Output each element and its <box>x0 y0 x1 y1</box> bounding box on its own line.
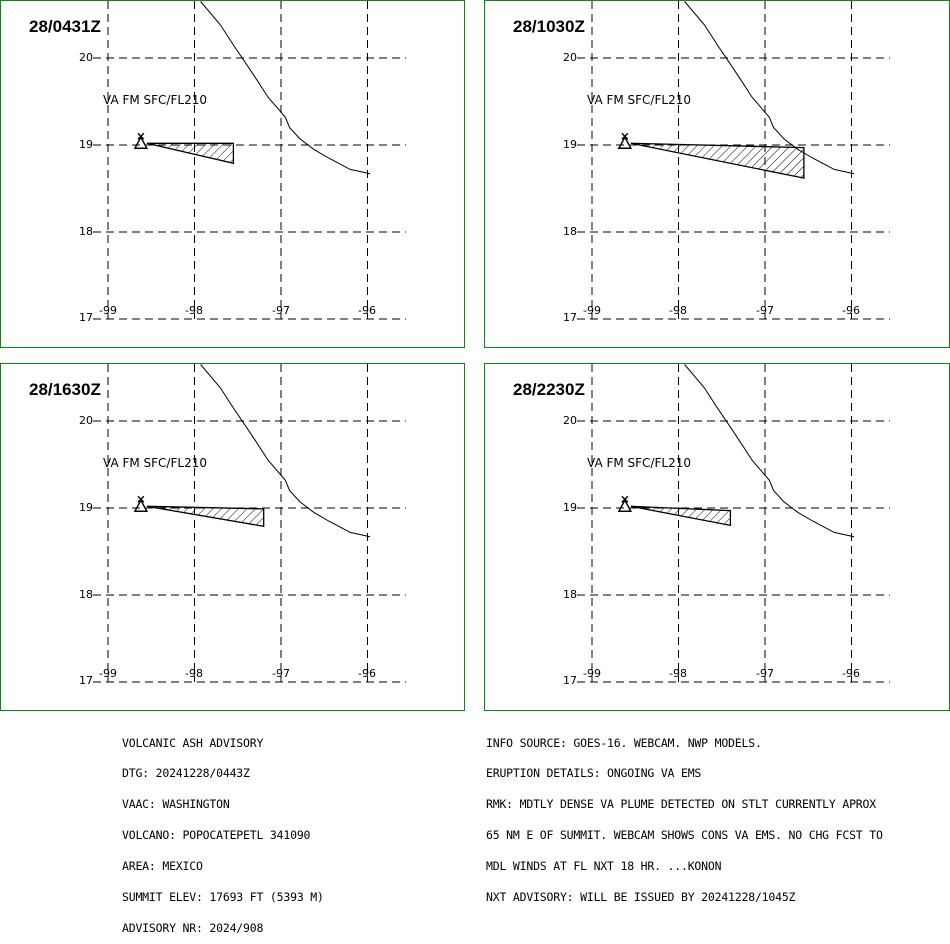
lon-tick-label: -99 <box>583 667 601 680</box>
lat-tick-label: 19 <box>79 501 93 514</box>
lon-tick-label: -97 <box>756 304 774 317</box>
ash-plume-area <box>146 505 265 528</box>
lon-tick-label: -99 <box>99 304 117 317</box>
lat-tick-label: 19 <box>79 138 93 151</box>
advisory-eruption-details: ERUPTION DETAILS: ONGOING VA EMS <box>486 766 702 781</box>
advisory-volcano: VOLCANO: POPOCATEPETL 341090 <box>122 828 311 843</box>
lon-tick-label: -98 <box>185 667 203 680</box>
map-canvas <box>577 364 890 683</box>
lon-tick-label: -99 <box>583 304 601 317</box>
lat-tick-label: 18 <box>79 225 93 238</box>
lat-tick-label: 17 <box>79 674 93 687</box>
lat-tick-label: 18 <box>563 225 577 238</box>
advisory-number: ADVISORY NR: 2024/908 <box>122 920 264 935</box>
advisory-info-source: INFO SOURCE: GOES-16. WEBCAM. NWP MODELS… <box>486 735 762 750</box>
map-panel-0428-0431z: 28/0431Z VA FM SFC/FL210 20 19 18 17 -99… <box>0 0 465 348</box>
lat-tick-label: 18 <box>563 588 577 601</box>
ash-plume-area <box>630 505 732 527</box>
panel-time-label: 28/2230Z <box>513 380 585 399</box>
lon-tick-label: -98 <box>669 304 687 317</box>
advisory-remarks-block: INFO SOURCE: GOES-16. WEBCAM. NWP MODELS… <box>486 717 883 913</box>
map-canvas <box>93 1 406 320</box>
lon-tick-label: -97 <box>756 667 774 680</box>
lat-tick-label: 17 <box>563 311 577 324</box>
panel-time-label: 28/1630Z <box>29 380 101 399</box>
map-panel-28-1030z: 28/1030Z VA FM SFC/FL210 20 19 18 17 -99… <box>484 0 950 348</box>
volcano-icon <box>617 498 633 512</box>
coastline <box>684 1 855 175</box>
lat-tick-label: 20 <box>79 414 93 427</box>
eruption-mark <box>621 132 629 140</box>
advisory-next-advisory: NXT ADVISORY: WILL BE ISSUED BY 20241228… <box>486 890 796 905</box>
ash-level-label: VA FM SFC/FL210 <box>587 456 691 470</box>
eruption-mark <box>621 495 629 503</box>
advisory-header-block: VOLCANIC ASH ADVISORY DTG: 20241228/0443… <box>122 717 324 944</box>
advisory-vaac: VAAC: WASHINGTON <box>122 797 230 812</box>
lon-tick-label: -99 <box>99 667 117 680</box>
lon-tick-label: -98 <box>669 667 687 680</box>
advisory-remarks-line: MDL WINDS AT FL NXT 18 HR. ...KONON <box>486 859 722 874</box>
advisory-remarks-line: RMK: MDTLY DENSE VA PLUME DETECTED ON ST… <box>486 797 876 812</box>
volcano-icon <box>617 135 633 149</box>
advisory-area: AREA: MEXICO <box>122 859 203 874</box>
advisory-summit-elev: SUMMIT ELEV: 17693 FT (5393 M) <box>122 890 324 905</box>
lon-tick-label: -97 <box>272 304 290 317</box>
lon-tick-label: -96 <box>842 304 860 317</box>
coastline <box>200 1 371 175</box>
volcano-icon <box>133 498 149 512</box>
lat-tick-label: 19 <box>563 501 577 514</box>
ash-plume-area <box>146 142 235 165</box>
lon-tick-label: -96 <box>358 304 376 317</box>
advisory-dtg: DTG: 20241228/0443Z <box>122 766 250 781</box>
ash-level-label: VA FM SFC/FL210 <box>103 456 207 470</box>
lat-tick-label: 20 <box>79 51 93 64</box>
lat-tick-label: 20 <box>563 414 577 427</box>
map-canvas <box>93 364 406 683</box>
eruption-mark <box>137 132 145 140</box>
panel-time-label: 28/0431Z <box>29 17 101 36</box>
coastline <box>200 364 371 538</box>
lon-tick-label: -96 <box>842 667 860 680</box>
coastline <box>684 364 855 538</box>
lat-tick-label: 17 <box>79 311 93 324</box>
lat-tick-label: 19 <box>563 138 577 151</box>
ash-level-label: VA FM SFC/FL210 <box>103 93 207 107</box>
lat-tick-label: 17 <box>563 674 577 687</box>
eruption-mark <box>137 495 145 503</box>
panel-time-label: 28/1030Z <box>513 17 585 36</box>
lon-tick-label: -96 <box>358 667 376 680</box>
lat-tick-label: 20 <box>563 51 577 64</box>
ash-plume-area <box>630 142 805 179</box>
ash-level-label: VA FM SFC/FL210 <box>587 93 691 107</box>
volcano-icon <box>133 135 149 149</box>
map-canvas <box>577 1 890 320</box>
map-panel-28-1630z: 28/1630Z VA FM SFC/FL210 20 19 18 17 -99… <box>0 363 465 711</box>
map-panel-28-2230z: 28/2230Z VA FM SFC/FL210 20 19 18 17 -99… <box>484 363 950 711</box>
lon-tick-label: -97 <box>272 667 290 680</box>
advisory-remarks-line: 65 NM E OF SUMMIT. WEBCAM SHOWS CONS VA … <box>486 828 883 843</box>
lat-tick-label: 18 <box>79 588 93 601</box>
lon-tick-label: -98 <box>185 304 203 317</box>
advisory-title: VOLCANIC ASH ADVISORY <box>122 735 264 750</box>
